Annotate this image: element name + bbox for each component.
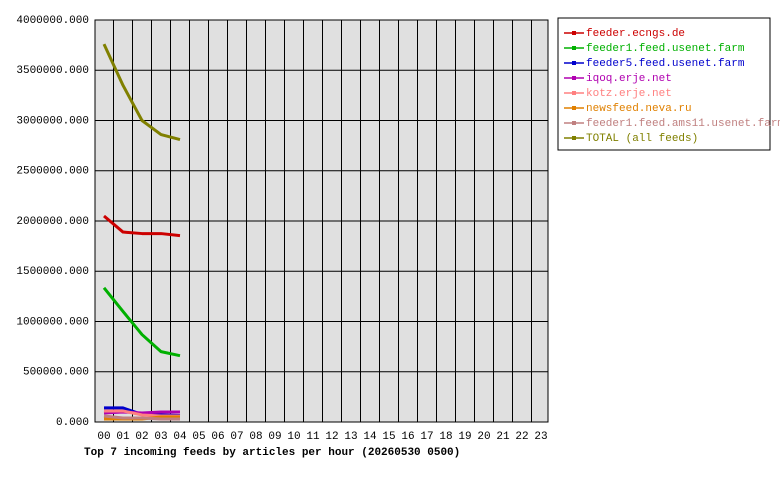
x-tick-label: 17 (420, 431, 433, 443)
x-tick-label: 07 (230, 431, 243, 443)
x-tick-label: 00 (97, 431, 110, 443)
y-tick-label: 4000000.000 (16, 15, 89, 27)
legend-label: iqoq.erje.net (586, 73, 672, 85)
x-tick-label: 21 (496, 431, 510, 443)
legend-label: feeder1.feed.usenet.farm (586, 43, 745, 55)
x-tick-label: 01 (116, 431, 130, 443)
legend-label: kotz.erje.net (586, 88, 672, 100)
y-tick-label: 0.000 (56, 417, 89, 429)
legend-marker (572, 76, 576, 80)
series-line (102, 286, 181, 358)
y-tick-label: 1000000.000 (16, 316, 89, 328)
x-tick-label: 22 (515, 431, 528, 443)
legend-marker (572, 106, 576, 110)
x-tick-label: 03 (154, 431, 167, 443)
x-tick-label: 13 (344, 431, 357, 443)
x-tick-label: 09 (268, 431, 281, 443)
x-tick-label: 11 (306, 431, 320, 443)
legend-label: TOTAL (all feeds) (586, 133, 698, 145)
x-tick-label: 04 (173, 431, 187, 443)
y-tick-label: 500000.000 (23, 367, 89, 379)
x-tick-label: 15 (382, 431, 395, 443)
chart-title: Top 7 incoming feeds by articles per hou… (84, 447, 460, 459)
legend-marker (572, 46, 576, 50)
legend-label: newsfeed.neva.ru (586, 103, 692, 115)
y-tick-label: 3500000.000 (16, 65, 89, 77)
x-tick-label: 05 (192, 431, 205, 443)
x-tick-label: 08 (249, 431, 262, 443)
x-tick-label: 02 (135, 431, 148, 443)
y-tick-label: 2500000.000 (16, 166, 89, 178)
y-tick-label: 3000000.000 (16, 115, 89, 127)
legend-marker (572, 31, 576, 35)
legend-label: feeder.ecngs.de (586, 28, 685, 40)
series-line (103, 214, 181, 238)
series-line (103, 414, 180, 421)
x-tick-label: 18 (439, 431, 452, 443)
legend-box (557, 17, 771, 151)
y-tick-label: 2000000.000 (16, 216, 89, 228)
x-tick-label: 12 (325, 431, 338, 443)
x-tick-label: 10 (287, 431, 300, 443)
x-tick-label: 23 (534, 431, 547, 443)
legend-marker (572, 91, 576, 95)
x-tick-label: 19 (458, 431, 471, 443)
legend-marker (572, 121, 576, 125)
y-tick-label: 1500000.000 (16, 266, 89, 278)
x-tick-label: 20 (477, 431, 490, 443)
x-tick-label: 06 (211, 431, 224, 443)
legend-marker (572, 61, 576, 65)
legend-label: feeder1.feed.ams11.usenet.farm (586, 118, 780, 130)
series-line (102, 43, 181, 142)
legend-label: feeder5.feed.usenet.farm (586, 58, 745, 70)
x-tick-label: 16 (401, 431, 414, 443)
legend-marker (572, 136, 576, 140)
x-tick-label: 14 (363, 431, 377, 443)
